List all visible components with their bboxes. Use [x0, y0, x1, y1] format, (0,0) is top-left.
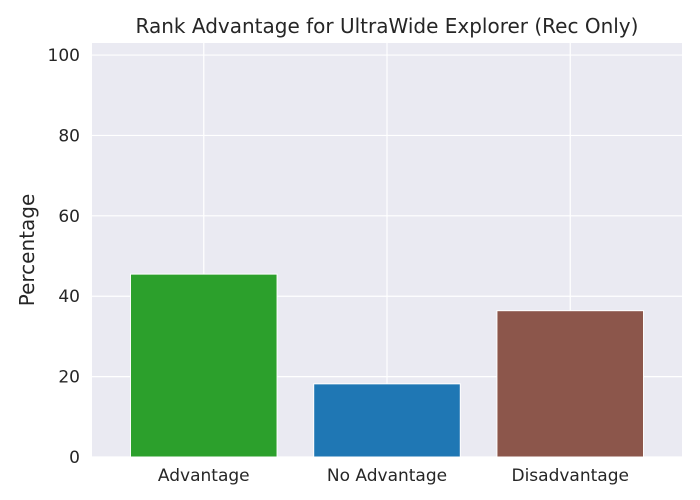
y-tick-label: 60	[58, 207, 80, 227]
y-tick-label: 100	[48, 46, 80, 66]
x-tick-label: No Advantage	[327, 466, 447, 486]
y-tick-label: 40	[58, 287, 80, 307]
x-tick-label: Advantage	[158, 466, 250, 486]
bar-no-advantage	[313, 383, 461, 458]
x-tick-label: Disadvantage	[511, 466, 628, 486]
bars	[129, 273, 645, 458]
x-axis-ticks: Advantage No Advantage Disadvantage	[158, 466, 629, 486]
y-tick-label: 0	[69, 448, 80, 468]
y-tick-label: 80	[58, 126, 80, 146]
y-axis-ticks: 0 20 40 60 80 100	[48, 46, 80, 468]
bar-disadvantage	[496, 310, 645, 458]
bar-advantage	[129, 273, 278, 458]
y-axis-label: Percentage	[15, 194, 39, 307]
y-tick-label: 20	[58, 368, 80, 388]
chart-title: Rank Advantage for UltraWide Explorer (R…	[136, 14, 639, 38]
